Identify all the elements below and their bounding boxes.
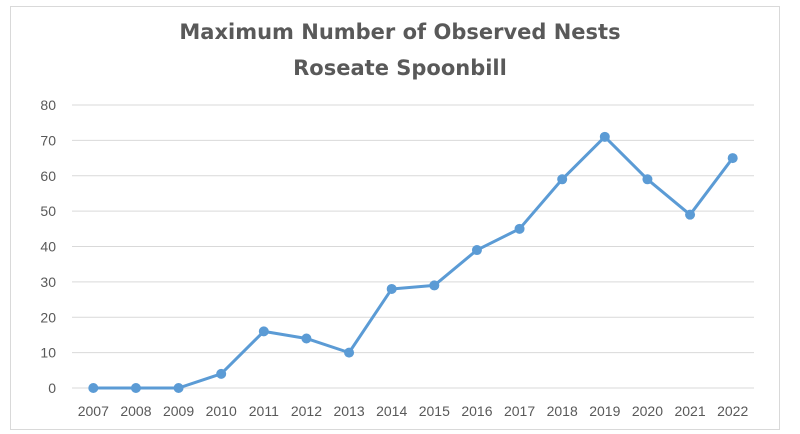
y-tick-label: 70 — [40, 132, 56, 148]
data-point — [386, 283, 397, 294]
data-point — [301, 333, 312, 344]
x-tick-label: 2012 — [291, 403, 322, 419]
data-point — [88, 383, 99, 393]
data-point — [130, 383, 141, 393]
y-tick-label: 30 — [40, 274, 56, 290]
data-point — [514, 223, 525, 234]
x-tick-label: 2008 — [120, 403, 151, 419]
x-tick-label: 2007 — [78, 403, 109, 419]
x-tick-label: 2022 — [717, 403, 748, 419]
chart-frame — [10, 6, 780, 430]
y-tick-label: 10 — [40, 345, 56, 361]
data-point — [727, 153, 738, 164]
y-tick-label: 80 — [40, 97, 56, 113]
data-point — [685, 209, 696, 220]
x-tick-label: 2014 — [376, 403, 407, 419]
x-tick-label: 2015 — [419, 403, 450, 419]
data-point — [557, 174, 568, 185]
series-line — [91, 135, 735, 390]
x-tick-label: 2009 — [163, 403, 194, 419]
y-tick-label: 60 — [40, 168, 56, 184]
x-tick-label: 2013 — [333, 403, 364, 419]
x-tick-label: 2016 — [461, 403, 492, 419]
y-tick-label: 0 — [48, 380, 56, 396]
y-tick-label: 20 — [40, 309, 56, 325]
x-axis-ticks: 2007 2008 2009 2010 2011 2012 2013 2014 2015 2016… — [78, 403, 749, 419]
chart-subtitle: Roseate Spoonbill — [293, 56, 507, 80]
y-axis-ticks: 0 10 20 30 40 50 60 70 80 — [40, 97, 56, 396]
data-point — [471, 245, 482, 256]
data-point — [642, 174, 653, 185]
x-tick-label: 2021 — [674, 403, 705, 419]
data-point — [258, 326, 269, 337]
x-tick-label: 2020 — [632, 403, 663, 419]
y-tick-label: 50 — [40, 203, 56, 219]
y-tick-label: 40 — [40, 239, 56, 255]
data-point — [429, 280, 440, 291]
gridlines — [72, 104, 754, 389]
series-layer — [88, 131, 738, 393]
x-tick-label: 2011 — [249, 403, 279, 419]
data-point — [216, 368, 227, 379]
data-point — [599, 131, 610, 142]
data-point — [344, 347, 355, 358]
chart-title: Maximum Number of Observed Nests — [179, 20, 621, 44]
x-tick-label: 2010 — [206, 403, 237, 419]
x-tick-label: 2019 — [589, 403, 620, 419]
data-point — [173, 383, 184, 393]
x-tick-label: 2018 — [547, 403, 578, 419]
x-tick-label: 2017 — [504, 403, 535, 419]
